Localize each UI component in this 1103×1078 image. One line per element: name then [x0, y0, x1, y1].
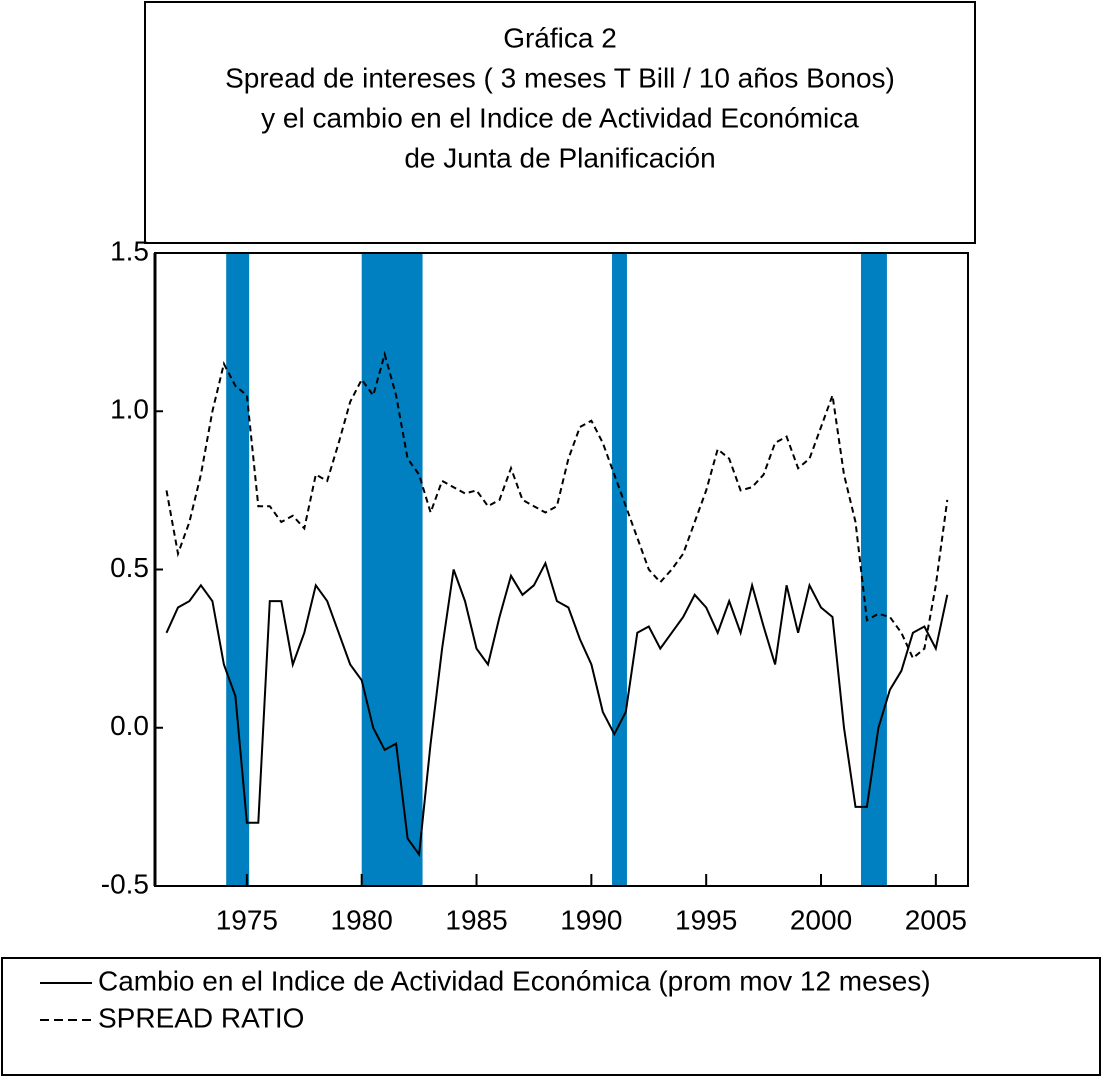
- y-tick-label: 0.5: [110, 552, 149, 583]
- legend-label: Cambio en el Indice de Actividad Económi…: [98, 965, 931, 996]
- legend-box: [1, 957, 1101, 1076]
- recession-band: [361, 253, 423, 886]
- y-tick-label: -0.5: [101, 868, 149, 899]
- y-tick-label: 1.0: [110, 394, 149, 425]
- title-box: [144, 1, 976, 244]
- chart-title: Gráfica 2: [503, 22, 617, 53]
- x-tick-label: 2005: [905, 904, 967, 935]
- recession-band: [612, 253, 627, 886]
- recession-band: [226, 253, 250, 886]
- plot-frame: [154, 252, 969, 887]
- x-tick-label: 1995: [675, 904, 737, 935]
- x-tick-label: 1980: [331, 904, 393, 935]
- series-line: [165, 350, 949, 660]
- legend-label: SPREAD RATIO: [98, 1002, 304, 1033]
- chart-title: Spread de intereses ( 3 meses T Bill / 1…: [225, 62, 895, 93]
- x-tick-label: 1985: [445, 904, 507, 935]
- y-tick-label: 1.5: [110, 235, 149, 266]
- y-tick-label: 0.0: [110, 710, 149, 741]
- x-tick-label: 2000: [790, 904, 852, 935]
- chart-title: y el cambio en el Indice de Actividad Ec…: [261, 102, 859, 133]
- x-tick-label: 1990: [560, 904, 622, 935]
- chart-title: de Junta de Planificación: [404, 142, 715, 173]
- series-line: [165, 560, 949, 858]
- recession-band: [860, 253, 887, 886]
- x-tick-label: 1975: [216, 904, 278, 935]
